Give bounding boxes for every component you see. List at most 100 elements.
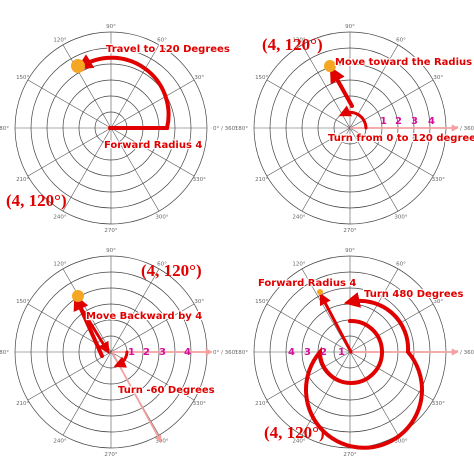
grid-spoke <box>110 79 195 129</box>
panel-3-note-backward: Move Backward by 4 <box>86 311 202 322</box>
polar-grid-3: 90° 60° 30° 0° / 360° 330° 300° 270° 240° 210° 18… <box>0 248 238 458</box>
degree-label: 120° <box>292 262 305 268</box>
degree-label: 330° <box>432 177 445 183</box>
degree-label: 90° <box>345 24 355 30</box>
degree-label: 210° <box>16 401 29 407</box>
degree-label: 240° <box>292 214 305 220</box>
grid-spoke <box>301 351 351 436</box>
degree-label: 60° <box>396 262 406 268</box>
grid-spoke <box>62 127 112 212</box>
degree-label: 30° <box>433 75 443 81</box>
degree-label: 300° <box>394 438 407 444</box>
grid-spoke <box>110 268 160 353</box>
grid-spoke <box>62 44 112 129</box>
degree-label: 90° <box>106 24 116 30</box>
degree-label: 270° <box>104 228 117 234</box>
panel-1-point-marker <box>71 59 85 73</box>
grid-spoke <box>110 44 160 129</box>
panel-1-note-travel: Travel to 120 Degrees <box>106 44 230 55</box>
degree-label: 30° <box>433 299 443 305</box>
degree-label: 120° <box>53 38 66 44</box>
degree-label: 270° <box>343 228 356 234</box>
degree-label: 60° <box>157 38 167 44</box>
degree-label: 150° <box>16 75 29 81</box>
degree-label: 0° / 360° <box>452 350 474 356</box>
degree-label: 300° <box>155 214 168 220</box>
panel-2-radius-4: 4 <box>428 116 435 127</box>
degree-label: 300° <box>394 214 407 220</box>
grid-spoke <box>62 351 112 436</box>
panel-3-point-marker <box>72 290 84 302</box>
grid-spoke <box>301 127 351 212</box>
polar-grid-1: 90° 60° 30° 0° / 360° 330° 300° 270° 240° 210° 18… <box>0 24 238 234</box>
degree-label: 210° <box>16 177 29 183</box>
grid-spoke <box>27 351 112 401</box>
panel-2: Move toward the Radius 4 Turn from 0 to … <box>262 35 474 145</box>
panel-1: Travel to 120 Degrees Forward Radius 4 (… <box>6 43 231 210</box>
degree-label: 180° <box>235 126 248 132</box>
degree-label: 330° <box>193 401 206 407</box>
panel-3-turn-arc-arrow <box>113 350 129 368</box>
grid-spoke <box>27 127 112 177</box>
panel-2-radius-1: 1 <box>380 116 387 127</box>
degree-label: 150° <box>255 75 268 81</box>
panel-1-coordinate-label: (4, 120°) <box>6 191 67 210</box>
panel-2-coordinate-label: (4, 120°) <box>262 35 323 54</box>
grid-spoke <box>110 303 195 353</box>
degree-label: 300° <box>155 438 168 444</box>
panel-2-note-turn: Turn from 0 to 120 degrees <box>328 133 474 144</box>
panel-3-backward-arrow <box>78 304 110 355</box>
panel-4-radius-2: 2 <box>320 347 327 358</box>
panel-3-note-turn: Turn -60 Degrees <box>118 385 215 396</box>
grid-spoke <box>110 127 195 177</box>
panel-4-note-turn: Turn 480 Degrees <box>364 289 463 300</box>
grid-spoke <box>349 268 399 353</box>
degree-label: 270° <box>343 452 356 458</box>
grid-spoke <box>349 127 399 212</box>
degree-label: 240° <box>53 438 66 444</box>
grid-spoke <box>27 79 112 129</box>
degree-label: 180° <box>0 350 9 356</box>
grid-spoke <box>349 351 399 436</box>
degree-label: 150° <box>255 299 268 305</box>
panel-2-point-marker <box>324 60 336 72</box>
degree-label: 90° <box>345 248 355 254</box>
panel-2-note-move: Move toward the Radius 4 <box>335 57 474 68</box>
panel-3-radius-2: 2 <box>143 347 150 358</box>
polar-grids: 90°60°30°0° / 360°330°300°270°240°210°18… <box>0 24 474 458</box>
panel-2-turn-arc-arrow <box>338 105 368 130</box>
grid-spoke <box>266 79 351 129</box>
polar-grid-2: 90° 60° 30° 0° / 360° 330° 300° 270° 240° 210° 18… <box>235 24 474 234</box>
panel-2-forward-arrow <box>329 66 354 108</box>
panel-3-radius-3: 3 <box>159 347 166 358</box>
degree-label: 240° <box>53 214 66 220</box>
panel-3-radius-1: 1 <box>128 347 135 358</box>
degree-label: 0° / 360° <box>452 126 474 132</box>
panel-3-coordinate-label: (4, 120°) <box>141 261 202 280</box>
degree-label: 120° <box>53 262 66 268</box>
degree-label: 90° <box>106 248 116 254</box>
grid-spoke <box>266 127 351 177</box>
degree-label: 30° <box>194 75 204 81</box>
panel-4-radius-3: 3 <box>304 347 311 358</box>
panel-3: Move Backward by 4 Turn -60 Degrees (4, … <box>72 261 216 443</box>
grid-spoke <box>349 303 434 353</box>
grid-spoke <box>349 79 434 129</box>
panel-2-radius-3: 3 <box>411 116 418 127</box>
grid-spoke <box>349 127 434 177</box>
panel-1-forward-then-arc-arrow <box>76 54 171 130</box>
panel-4-forward-arrow <box>319 292 353 354</box>
grid-spoke <box>266 303 351 353</box>
degree-label: 330° <box>193 177 206 183</box>
degree-label: 270° <box>104 452 117 458</box>
panel-3-radius-4: 4 <box>184 347 191 358</box>
panel-4: Forward Radius 4 Turn 480 Degrees (4, 12… <box>257 277 465 450</box>
degree-label: 180° <box>235 350 248 356</box>
degree-label: 210° <box>255 401 268 407</box>
degree-label: 60° <box>396 38 406 44</box>
grid-spoke <box>110 127 160 212</box>
panel-2-radius-2: 2 <box>395 116 402 127</box>
degree-label: 0° / 360° <box>213 126 238 132</box>
degree-label: 0° / 360° <box>213 350 238 356</box>
